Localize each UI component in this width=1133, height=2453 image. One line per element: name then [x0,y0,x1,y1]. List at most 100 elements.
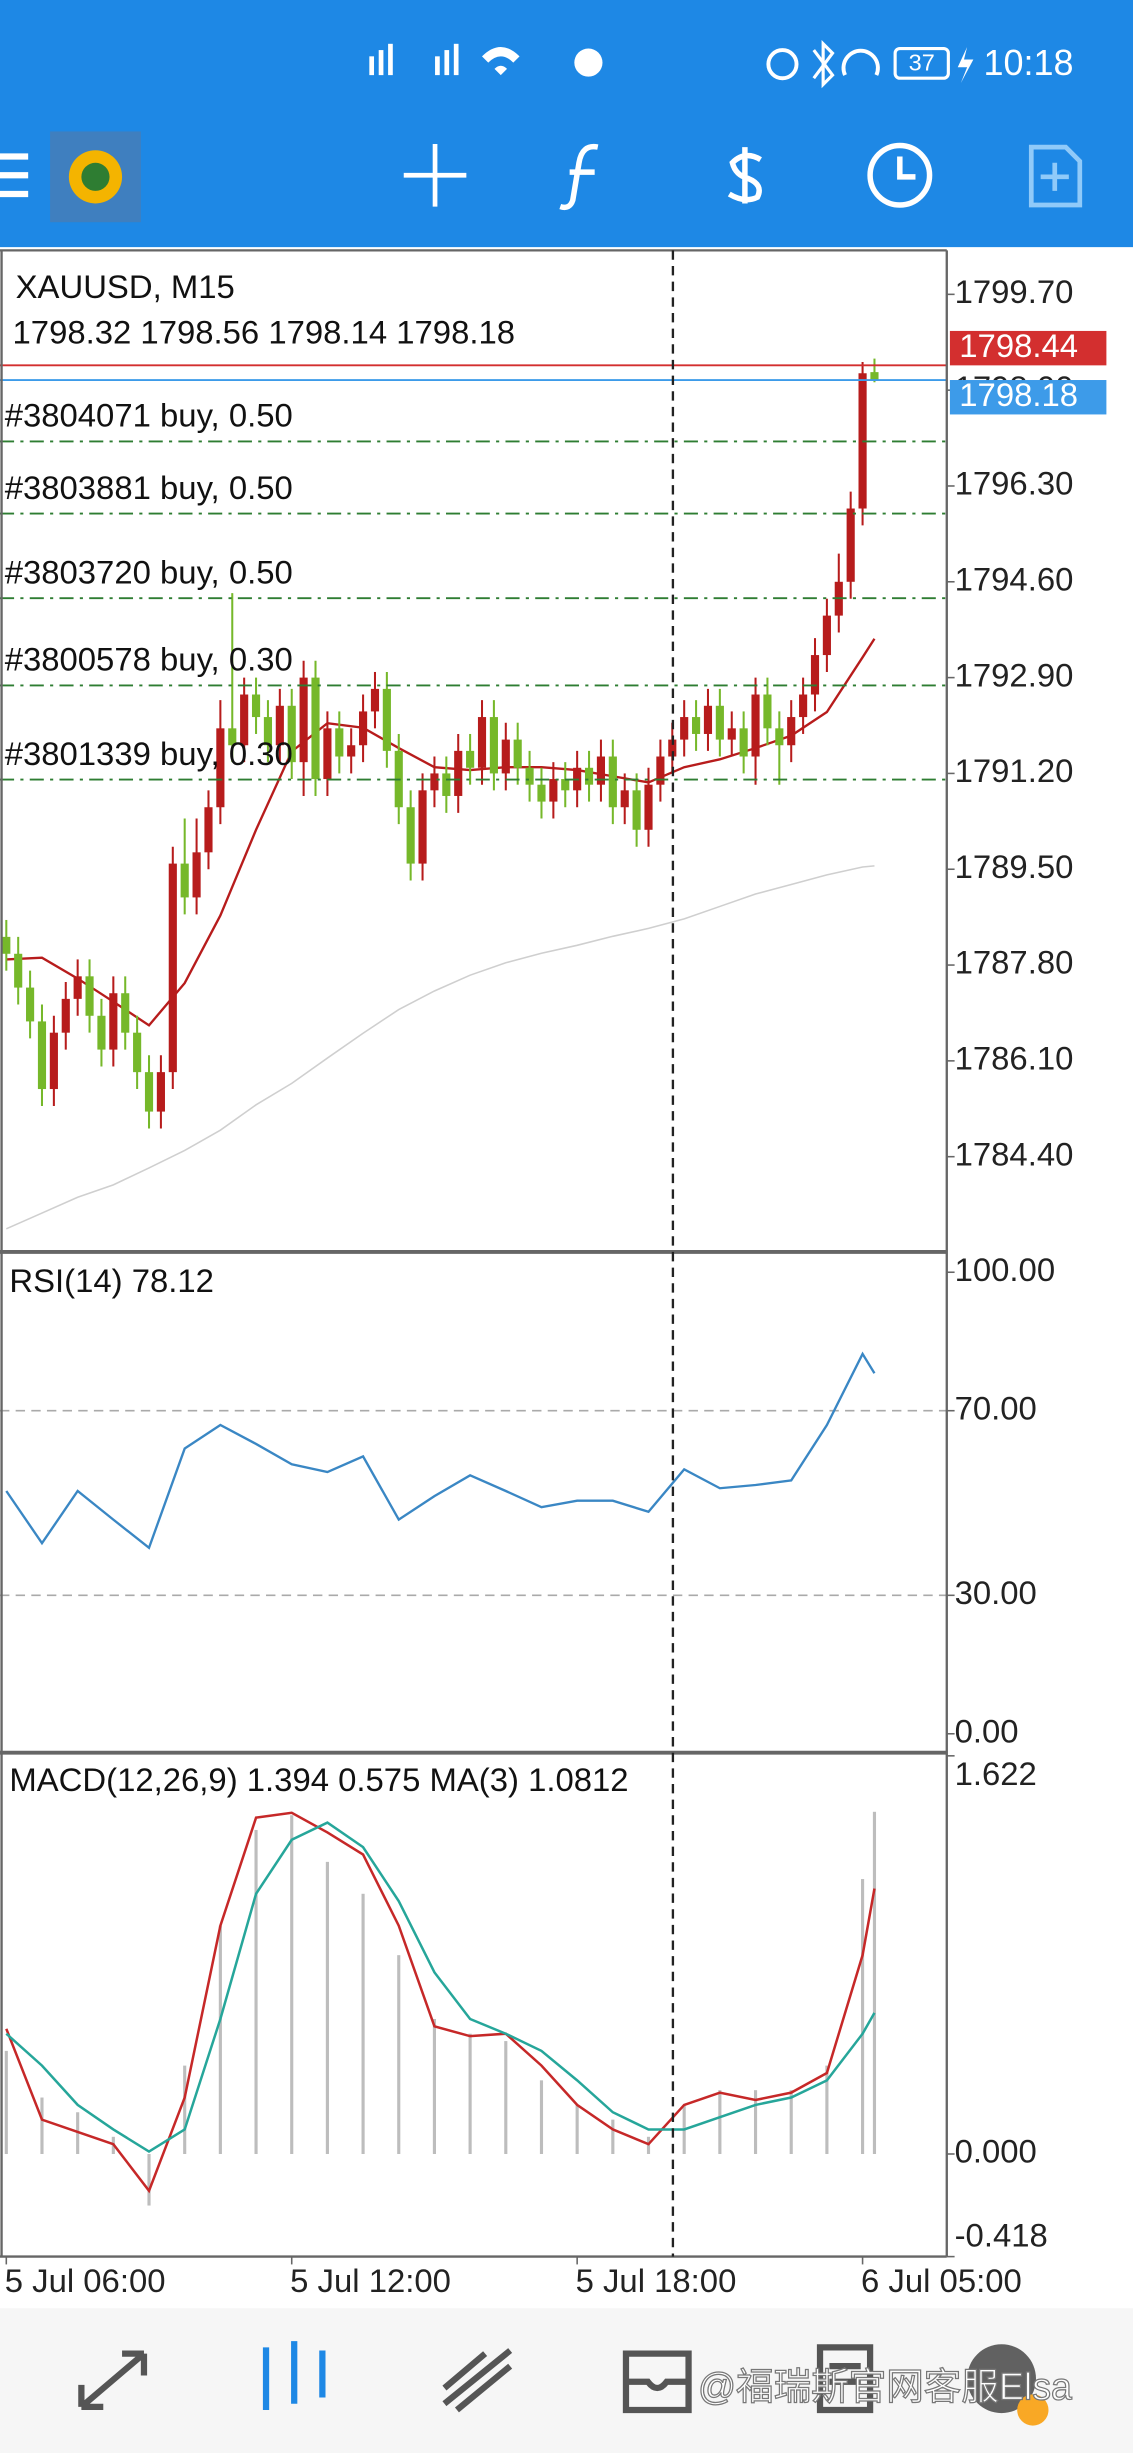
y-tick-label: 100.00 [955,1251,1056,1288]
speed-icon [841,48,880,76]
candle-body [620,790,629,808]
histogram-bar [40,2097,44,2154]
watermark: @福瑞斯官网客服Elsa [698,2366,1072,2408]
nav-trade[interactable] [442,2348,513,2413]
indicators-button[interactable] [559,143,599,211]
candle-body [561,779,570,791]
nav-messages[interactable] [816,2344,874,2414]
candle-body [549,779,558,802]
timeframe-button[interactable] [867,142,933,208]
y-tick-label: 1791.20 [955,752,1074,789]
candle-body [810,655,820,695]
candle-body [240,694,249,746]
candle-body [73,976,82,999]
y-tick-label: 1787.80 [955,944,1074,981]
plots: 1799.701798.001796.301794.601792.901791.… [0,273,1107,2299]
y-tick-label: 30.00 [955,1574,1037,1611]
histogram-bar [218,1925,222,2154]
ohlc-readout: 1798.32 1798.56 1798.14 1798.18 [13,314,516,351]
chat-icon [574,48,603,77]
candle-body [442,773,451,796]
y-tick-label: 1789.50 [955,848,1074,885]
signal-icon [378,50,384,76]
candle-body [216,728,225,808]
macd-title: MACD(12,26,9) 1.394 0.575 MA(3) 1.0812 [9,1761,628,1798]
candle-body [454,750,463,796]
candle-body [668,739,677,757]
candle-body [49,1032,58,1090]
candle-body [787,717,796,746]
candle-body [537,784,546,802]
badge [1017,2394,1049,2426]
rsi-title: RSI(14) 78.12 [9,1262,214,1299]
x-tick-label: 5 Jul 06:00 [5,2262,166,2299]
histogram-bar [325,1861,329,2154]
y-tick-label: -0.418 [955,2217,1048,2254]
candle-body [513,739,522,768]
histogram-bar [432,2018,437,2154]
indicator-line [5,1351,876,1550]
nav-quotes[interactable] [78,2350,148,2410]
candle-body [109,993,118,1050]
y-tick-label: 1.622 [955,1755,1037,1792]
candle-body [596,756,606,785]
indicator-line [5,1811,876,2194]
candle-body [406,807,415,864]
template-button[interactable] [1028,144,1083,208]
candle-body [26,987,35,1022]
menu-button[interactable] [0,153,29,198]
candle-body [608,756,617,808]
candle-body [822,615,831,656]
symbol-title: XAUUSD, M15 [16,268,235,305]
candle-body [311,677,320,780]
trade-button[interactable] [727,147,762,204]
histogram-bar [611,2119,615,2154]
histogram-bar [397,1955,401,2154]
indicator-line [5,865,875,1230]
candle-body [382,688,391,751]
candle-body [37,1021,47,1090]
x-tick-label: 6 Jul 05:00 [861,2262,1022,2299]
candle-body [739,728,748,757]
y-tick-label: 1794.60 [955,560,1074,597]
clock: 10:18 [983,42,1073,83]
histogram-bar [290,1815,294,2154]
histogram-bar [575,2104,579,2154]
y-tick-label: 1792.90 [955,656,1074,693]
candle-body [525,767,534,785]
candle-body [97,1015,106,1050]
ask-tag-label: 1798.44 [959,327,1078,364]
y-tick-label: 1786.10 [955,1040,1074,1077]
histogram-bar [254,1829,258,2154]
nav-chart[interactable] [262,2341,326,2410]
nav-history[interactable] [622,2350,692,2414]
wifi-icon [481,46,520,76]
candle-body [846,508,855,582]
alarm-icon [766,48,799,81]
candle-body [715,705,724,740]
candle-body [870,372,879,381]
crosshair-button[interactable] [403,143,467,207]
candle-body [14,953,23,988]
signal-icon [444,50,450,76]
nav-settings[interactable] [967,2344,1036,2414]
y-tick-label: 1784.40 [955,1135,1074,1172]
app-logo-mark [81,162,110,191]
candle-body [477,717,487,768]
candle-body [489,717,498,774]
ask-tag [949,330,1107,366]
candle-body [156,1072,165,1112]
candle-body [133,1032,142,1073]
signal-icon [453,43,459,76]
candle-body [347,745,356,757]
battery-icon [893,46,950,80]
charging-icon [957,46,974,83]
y-tick-label: 0.000 [955,2133,1037,2170]
candle-body [168,863,177,1073]
y-tick-label: 1796.30 [955,465,1074,502]
histogram-bar [183,2065,187,2154]
candle-body [466,750,475,768]
status-icons [369,40,974,89]
